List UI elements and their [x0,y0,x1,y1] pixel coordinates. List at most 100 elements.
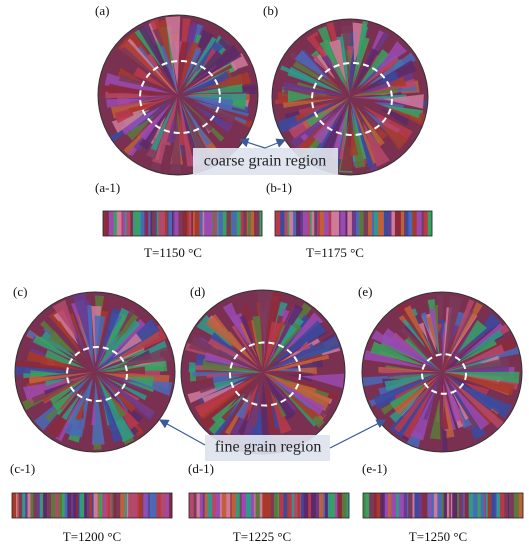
micrograph [180,289,346,455]
grain [359,56,389,88]
grain [216,211,219,236]
grain [312,54,336,81]
grain [280,211,285,236]
grain [189,493,195,518]
grain [166,113,176,143]
grain [125,378,173,396]
grain [499,493,505,518]
grain [114,312,139,346]
grain [265,335,341,371]
grain [116,211,122,236]
grain [339,211,341,236]
grain [231,211,238,236]
grain [67,493,72,518]
grain [443,295,463,363]
grain [287,493,289,518]
grain [402,316,427,349]
grain [294,50,331,81]
grain [212,211,215,236]
panel-label: (b) [263,3,278,18]
grain [306,108,332,127]
temperature-label: T=1200 °C [63,529,121,544]
grain [330,493,336,518]
grain [174,211,179,236]
grain [347,211,353,236]
grain [255,211,260,236]
grain [460,344,505,365]
grain [284,360,323,369]
grain [376,41,407,71]
grain [270,493,275,518]
grain [283,312,324,352]
panel-label: (e) [358,284,372,299]
grain [178,41,190,93]
grain [433,493,438,518]
grain [300,493,304,518]
cross-section-outline [188,492,350,519]
region-marker [139,60,221,134]
grain [188,211,192,236]
grain [408,493,413,518]
grain [359,54,400,90]
grain [146,53,163,75]
grain [205,314,252,361]
grain [165,493,170,518]
grain [457,399,479,432]
grain [435,323,443,333]
annotation: coarse grain region [204,153,327,170]
grain [495,493,498,518]
grain [378,381,414,396]
grain [265,375,297,418]
annotation-box [205,435,330,461]
grain [98,381,123,443]
grain [250,493,255,518]
grain [284,211,288,236]
grain [128,493,134,518]
grain [58,493,63,518]
grain [462,384,513,419]
grain [380,493,386,518]
temperature-label: T=1150 °C [144,245,202,260]
grain [400,211,405,236]
grain [395,493,400,518]
grain [241,493,247,518]
grain [195,106,223,124]
grain [186,211,190,236]
grain [310,211,313,236]
grain [97,310,109,357]
grain [137,493,140,518]
grain [185,25,198,62]
grain [461,493,464,518]
grain [192,44,242,84]
grain [72,292,91,349]
grain [98,379,135,443]
grain [307,211,311,236]
grain [443,493,448,518]
grain [518,493,524,518]
grain [325,493,329,518]
grain [423,380,439,421]
grain [180,99,212,147]
grain [265,493,272,518]
grain [252,211,255,236]
grain [124,376,154,387]
grain [377,211,383,236]
grain [368,211,373,236]
grain [193,493,197,518]
grain [75,493,79,518]
grain [457,493,460,518]
grain [321,54,335,72]
grain [214,211,218,236]
grain [120,105,162,135]
grain [84,493,88,518]
grain [51,493,56,518]
grain [240,493,242,518]
grain [287,90,316,103]
grain [55,493,60,518]
grain [394,372,442,433]
grain [393,374,439,415]
grain [467,389,496,412]
grain [182,211,188,236]
grain [427,211,433,236]
grain [301,373,345,389]
